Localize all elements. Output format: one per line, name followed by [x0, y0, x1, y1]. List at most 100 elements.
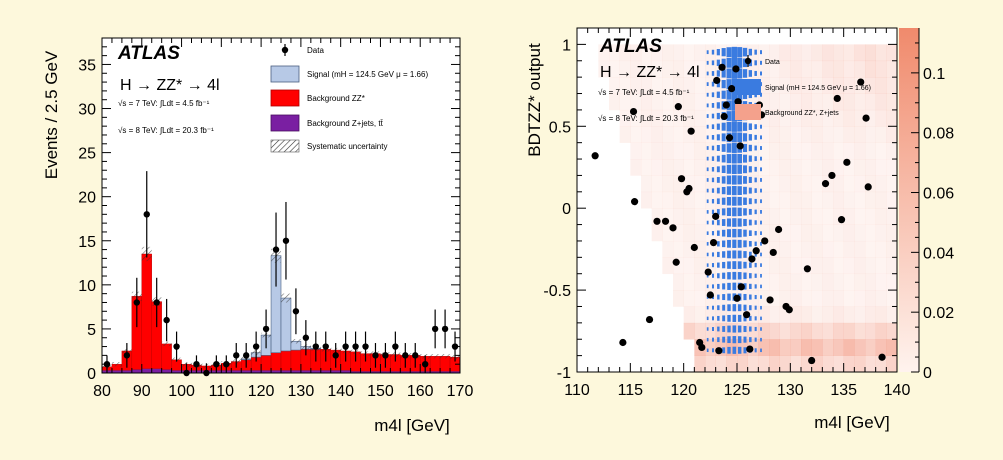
signal-box: [706, 316, 709, 321]
signal-box: [754, 273, 757, 278]
data-point: [669, 224, 677, 232]
background-density-cell: [747, 60, 759, 78]
background-density-cell: [833, 109, 844, 127]
colorbar-tick-label: 0.04: [923, 245, 954, 262]
background-density-cell: [822, 191, 834, 209]
background-density-cell: [694, 208, 706, 225]
background-density-cell: [683, 224, 695, 242]
background-density-cell: [683, 322, 695, 340]
background-density-cell: [758, 306, 770, 324]
background-density-cell: [598, 44, 610, 62]
background-density-cell: [779, 44, 791, 62]
background-density-cell: [790, 109, 802, 127]
signal-box: [721, 219, 726, 226]
background-density-cell: [811, 126, 823, 143]
signal-box: [760, 231, 762, 236]
background-density-cell: [662, 60, 674, 78]
bar-zjets: [171, 370, 182, 373]
background-density-cell: [886, 44, 898, 62]
data-point: [252, 343, 260, 350]
signal-box: [754, 134, 757, 140]
background-density-cell: [801, 273, 812, 291]
background-density-cell: [811, 142, 823, 160]
y-tick-label: -0.5: [543, 283, 571, 300]
signal-box: [712, 327, 714, 331]
signal-box: [706, 146, 709, 150]
signal-box: [760, 316, 762, 321]
background-density-cell: [641, 93, 652, 111]
signal-box: [722, 347, 726, 354]
signal-box: [711, 273, 715, 278]
background-density-cell: [811, 191, 823, 209]
background-density-cell: [726, 224, 738, 242]
x-tick-label: 120: [248, 383, 275, 400]
data-point: [808, 356, 816, 365]
data-point: [857, 78, 865, 86]
signal-box: [760, 167, 762, 172]
background-density-cell: [875, 60, 887, 78]
background-density-cell: [769, 273, 780, 291]
background-density-cell: [811, 159, 823, 176]
signal-box: [716, 80, 720, 88]
signal-box: [743, 240, 747, 248]
background-density-cell: [758, 322, 770, 340]
background-density-cell: [843, 240, 855, 258]
signal-box: [760, 263, 762, 267]
signal-box: [737, 336, 742, 344]
signal-box: [722, 283, 726, 290]
signal-box: [706, 305, 709, 310]
background-density-cell: [758, 240, 770, 258]
bar-zjets: [111, 370, 122, 373]
background-density-cell: [854, 224, 866, 242]
background-density-cell: [737, 322, 748, 340]
data-point: [706, 291, 714, 299]
signal-box: [726, 186, 732, 195]
signal-box: [732, 346, 737, 354]
background-density-cell: [769, 339, 780, 356]
signal-box: [716, 187, 720, 194]
background-density-cell: [726, 175, 738, 193]
right-lumi-8: √s = 8 TeV: ∫Ldt = 20.3 fb⁻¹: [598, 114, 694, 123]
data-point: [242, 352, 250, 359]
background-density-cell: [833, 126, 844, 143]
colorbar-tick-label: 0: [923, 365, 932, 382]
background-density-cell: [651, 93, 663, 111]
signal-box: [706, 50, 709, 55]
signal-box: [721, 197, 726, 205]
background-density-cell: [630, 77, 642, 94]
bar-zjets: [271, 370, 281, 373]
signal-box: [748, 176, 752, 183]
background-density-cell: [854, 322, 866, 340]
background-density-cell: [662, 109, 674, 127]
background-density-cell: [662, 257, 674, 275]
signal-box: [727, 250, 731, 259]
signal-box: [706, 167, 709, 172]
background-density-cell: [843, 290, 855, 307]
background-density-cell: [747, 159, 759, 176]
y-tick-label: 30: [78, 102, 96, 119]
signal-box: [754, 177, 757, 183]
signal-box: [760, 337, 762, 342]
signal-box: [760, 146, 762, 150]
signal-box: [732, 239, 737, 248]
left-lumi-8: √s = 8 TeV: ∫Ldt = 20.3 fb⁻¹: [118, 126, 214, 135]
data-point: [712, 212, 720, 220]
background-density-cell: [886, 191, 898, 209]
background-density-cell: [822, 273, 834, 291]
background-density-cell: [758, 257, 770, 275]
background-density-cell: [715, 355, 727, 373]
background-density-cell: [790, 306, 802, 324]
background-density-cell: [683, 77, 695, 94]
background-density-cell: [811, 273, 823, 291]
background-density-cell: [715, 339, 727, 356]
y-tick-label: 25: [78, 146, 96, 163]
background-density-cell: [833, 159, 844, 176]
x-tick-label: 160: [407, 383, 434, 400]
background-density-cell: [758, 159, 770, 176]
background-density-cell: [779, 191, 791, 209]
signal-box: [760, 50, 762, 55]
data-point: [690, 243, 698, 252]
background-density-cell: [609, 77, 620, 94]
data-point: [833, 94, 841, 103]
data-point: [412, 352, 419, 359]
